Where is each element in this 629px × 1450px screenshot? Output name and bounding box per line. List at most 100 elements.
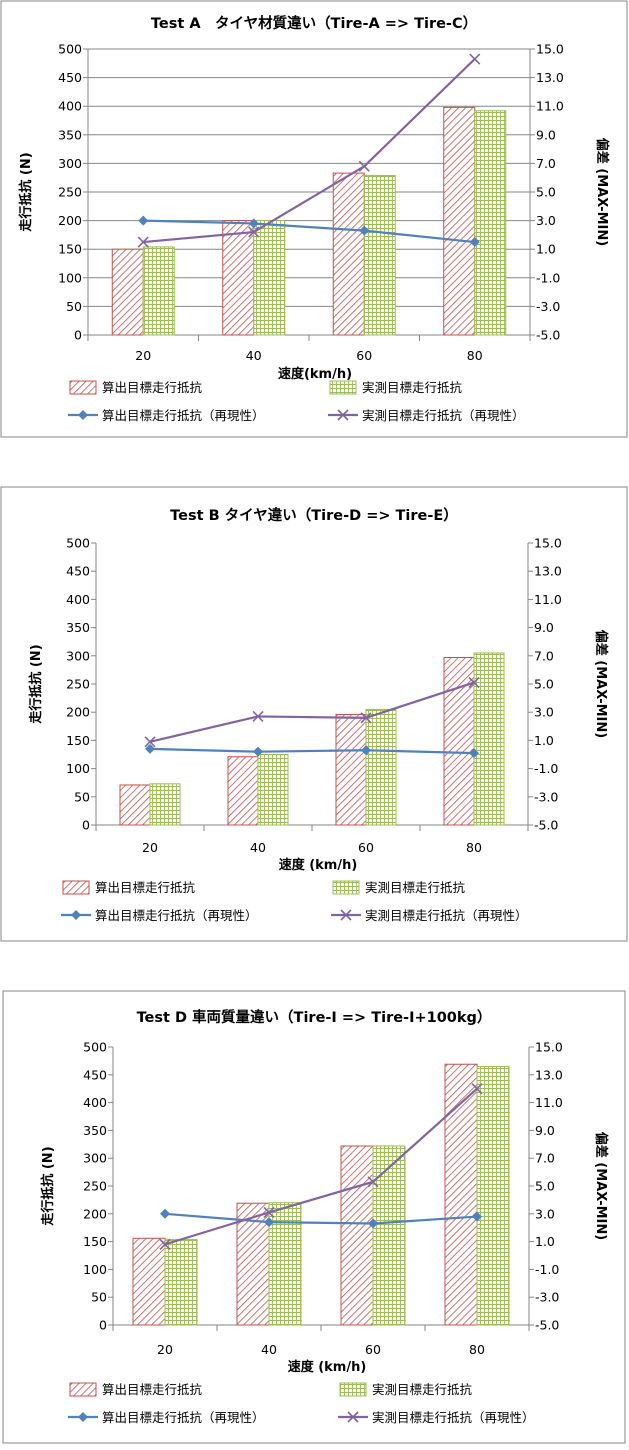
y2-tick-label: 3.0 [535,1206,555,1221]
y-axis-label: 走行抵抗 (N) [28,644,44,723]
y-tick-label: 400 [66,592,90,607]
y-tick-label: 400 [83,1095,107,1110]
bar-2-60 [363,174,396,336]
bar-1-80 [443,106,476,336]
legend-label: 実測目標走行抵抗 [372,1382,473,1397]
y2-tick-label: -3.0 [534,789,558,804]
line-point-diamond [145,743,155,754]
y2-axis-label: 偏差 (MAX-MIN) [593,1132,609,1240]
x-tick-label: 40 [246,348,262,363]
line-point-x [137,236,149,248]
legend-item-1: 算出目標走行抵抗 [69,1382,203,1397]
line-point-diamond [361,745,371,756]
legend-item-2: 実測目標走行抵抗 [339,1382,473,1397]
x-tick-label: 20 [157,1342,173,1357]
y-tick-label: 150 [83,1234,107,1249]
y2-axis-label: 偏差 (MAX-MIN) [594,138,610,246]
y2-tick-label: 9.0 [536,127,556,142]
y2-tick-label: 7.0 [536,156,556,171]
legend-item-3: 算出目標走行抵抗（再現性） [68,1410,265,1425]
legend-swatch [62,880,90,895]
x-axis-label: 速度(km/h) [278,366,352,382]
bar-1-80 [443,656,475,826]
line-series-1 [164,1212,478,1225]
bar-2-20 [164,1238,198,1326]
legend-label: 実測目標走行抵抗（再現性） [365,908,528,923]
y-tick-label: 450 [66,564,90,579]
chart-frame [0,486,628,942]
y2-tick-label: -1.0 [535,1262,559,1277]
y2-tick-label: 11.0 [535,1095,563,1110]
legend-item-4: 実測目標走行抵抗（再現性） [338,1410,535,1425]
y-tick-label: 500 [83,1040,107,1055]
y2-tick-label: -1.0 [534,761,558,776]
line-series-2 [164,1087,478,1246]
y-tick-label: 50 [91,1290,107,1305]
y-tick-label: 350 [66,620,90,635]
y-tick-label: 350 [83,1123,107,1138]
bar-2-80 [473,652,505,826]
y2-tick-label: -3.0 [536,299,560,314]
bar-1-20 [111,248,144,336]
legend-item-1: 算出目標走行抵抗 [62,880,196,895]
x-tick-label: 40 [261,1342,277,1357]
x-tick-label: 60 [356,348,372,363]
bar-2-20 [149,783,181,826]
line-point-x [367,1176,379,1188]
line-point-diamond [138,215,149,226]
legend-item-3: 算出目標走行抵抗（再現性） [68,408,265,423]
x-tick-label: 40 [250,840,266,855]
bar-2-80 [476,1065,510,1326]
chart-title: Test A タイヤ材質違い（Tire-A => Tire-C） [151,14,477,32]
line-point-diamond [264,1217,274,1228]
legend-swatch [329,380,357,395]
y-tick-label: 500 [58,42,82,57]
y2-tick-label: 11.0 [536,99,564,114]
bar-2-40 [257,754,289,826]
line-point-x [248,226,260,238]
y-tick-label: 250 [66,677,90,692]
y-tick-label: 200 [66,705,90,720]
legend-swatch [69,1382,97,1397]
y2-tick-label: 9.0 [535,1123,555,1138]
y-tick-label: 200 [58,213,82,228]
y2-tick-label: 7.0 [535,1151,555,1166]
chart-title: Test D 車両質量違い（Tire-I => Tire-I+100kg） [137,1008,492,1026]
bar-1-60 [340,1145,374,1326]
chart-frame [2,990,626,1444]
line-point-diamond [472,1211,482,1222]
bar-2-60 [365,708,397,826]
bar-2-60 [372,1145,406,1326]
y2-tick-label: 5.0 [534,677,554,692]
legend-label: 実測目標走行抵抗（再現性） [362,408,525,423]
legend-item-2: 実測目標走行抵抗 [329,380,463,395]
x-tick-label: 20 [142,840,158,855]
y-tick-label: 150 [66,733,90,748]
y2-tick-label: -1.0 [536,270,560,285]
y2-tick-label: 15.0 [534,536,562,551]
y-tick-label: 0 [82,818,90,833]
y2-axis-label: 偏差 (MAX-MIN) [593,630,609,738]
legend-item-2: 実測目標走行抵抗 [332,880,466,895]
y-tick-label: 300 [58,156,82,171]
chart-frame [0,0,628,438]
line-point-diamond [469,748,479,759]
legend-label: 算出目標走行抵抗 [102,1382,203,1397]
y2-tick-label: 15.0 [536,42,564,57]
chart-test-b: Test B タイヤ違い（Tire-D => Tire-E） 0 50 100 150 2… [0,486,628,942]
y2-tick-label: 5.0 [536,185,556,200]
line-point-diamond [359,225,370,236]
line-point-x [358,160,370,172]
legend-item-4: 実測目標走行抵抗（再現性） [331,908,528,923]
y-tick-label: 100 [58,270,82,285]
y2-tick-label: 15.0 [535,1040,563,1055]
x-axis-label: 速度 (km/h) [288,1359,367,1375]
x-tick-label: 80 [466,840,482,855]
y-tick-label: 100 [83,1262,107,1277]
line-point-diamond [253,746,263,757]
chart-test-d: Test D 車両質量違い（Tire-I => Tire-I+100kg） 0 50… [2,990,626,1444]
bar-1-40 [227,756,259,826]
y2-tick-label: 13.0 [536,70,564,85]
y2-tick-label: 1.0 [534,733,554,748]
